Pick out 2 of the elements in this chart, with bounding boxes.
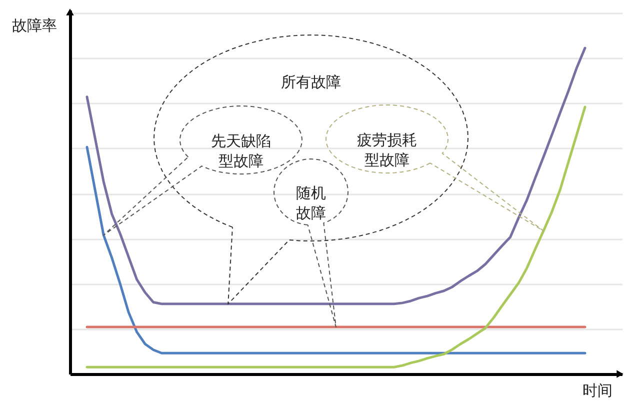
x-axis-title: 时间	[582, 382, 612, 400]
y-axis-title: 故障率	[12, 16, 57, 34]
